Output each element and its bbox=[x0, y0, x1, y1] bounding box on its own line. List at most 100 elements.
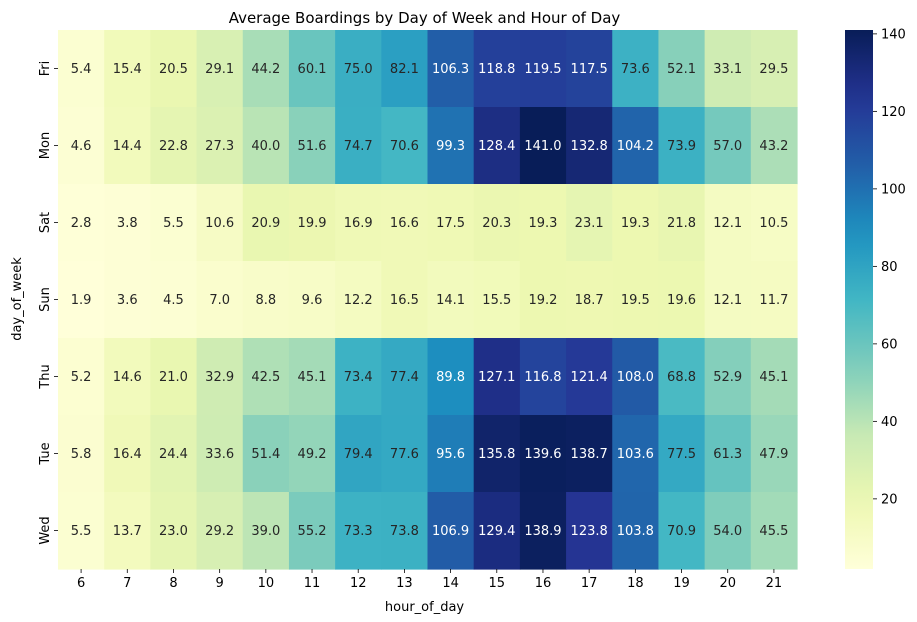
y-tick-label: Mon bbox=[38, 132, 53, 159]
cell-value-label: 89.8 bbox=[436, 370, 465, 385]
heatmap-cell bbox=[242, 492, 290, 570]
cell-value-label: 119.5 bbox=[524, 62, 561, 77]
cell-value-label: 57.0 bbox=[713, 139, 742, 154]
heatmap-cell bbox=[104, 415, 151, 493]
x-tick-label: 15 bbox=[489, 576, 506, 591]
x-tick-label: 8 bbox=[169, 576, 177, 591]
cell-value-label: 138.7 bbox=[571, 447, 608, 462]
heatmap-cell bbox=[658, 492, 706, 570]
cell-value-label: 16.6 bbox=[390, 216, 419, 231]
cell-value-label: 106.3 bbox=[432, 62, 469, 77]
heatmap-cell bbox=[658, 261, 706, 339]
heatmap-cell bbox=[473, 30, 521, 108]
heatmap-cell bbox=[612, 107, 660, 185]
heatmap-cell bbox=[58, 415, 105, 493]
x-tick-label: 13 bbox=[396, 576, 413, 591]
cell-value-labels: 5.4 15.4 20.5 29.1 44.2 60.1 75.0 82.1 106.3 118.… bbox=[71, 62, 789, 539]
cell-value-label: 75.0 bbox=[344, 62, 373, 77]
x-tick-label: 9 bbox=[216, 576, 224, 591]
cell-value-label: 139.6 bbox=[524, 447, 561, 462]
y-tick-label: Sat bbox=[38, 212, 53, 233]
cell-value-label: 4.6 bbox=[71, 139, 92, 154]
x-tick-label: 7 bbox=[123, 576, 131, 591]
x-tick-label: 14 bbox=[442, 576, 459, 591]
cell-value-label: 73.8 bbox=[390, 524, 419, 539]
cell-value-label: 55.2 bbox=[298, 524, 327, 539]
cell-value-label: 5.4 bbox=[71, 62, 92, 77]
heatmap-cell bbox=[196, 107, 244, 185]
heatmap-cell bbox=[519, 30, 567, 108]
heatmap-cell bbox=[150, 338, 198, 416]
heatmap-cell bbox=[58, 338, 105, 416]
heatmap-cell bbox=[150, 415, 198, 493]
heatmap-cells bbox=[58, 30, 798, 570]
cell-value-label: 128.4 bbox=[478, 139, 515, 154]
cell-value-label: 51.4 bbox=[251, 447, 280, 462]
heatmap-cell bbox=[58, 492, 105, 570]
x-axis-ticks: 6 7 8 9 10 11 12 13 14 15 16 17 18 19 20 21 bbox=[77, 569, 782, 591]
cell-value-label: 138.9 bbox=[524, 524, 561, 539]
heatmap-cell bbox=[288, 107, 336, 185]
heatmap-cell bbox=[704, 107, 752, 185]
cell-value-label: 42.5 bbox=[251, 370, 280, 385]
heatmap-cell bbox=[704, 338, 752, 416]
heatmap-cell bbox=[473, 107, 521, 185]
cell-value-label: 19.2 bbox=[528, 293, 557, 308]
cell-value-label: 16.9 bbox=[344, 216, 373, 231]
cell-value-label: 20.3 bbox=[482, 216, 511, 231]
heatmap-cell bbox=[566, 184, 613, 262]
cell-value-label: 106.9 bbox=[432, 524, 469, 539]
cell-value-label: 14.4 bbox=[113, 139, 142, 154]
cell-value-label: 22.8 bbox=[159, 139, 188, 154]
heatmap-cell bbox=[566, 492, 613, 570]
cell-value-label: 68.8 bbox=[667, 370, 696, 385]
heatmap-cell bbox=[612, 184, 660, 262]
cell-value-label: 95.6 bbox=[436, 447, 465, 462]
heatmap-cell bbox=[196, 184, 244, 262]
cell-value-label: 19.3 bbox=[621, 216, 650, 231]
heatmap-cell bbox=[473, 261, 521, 339]
cell-value-label: 14.6 bbox=[113, 370, 142, 385]
heatmap-cell bbox=[196, 338, 244, 416]
cell-value-label: 49.2 bbox=[298, 447, 327, 462]
cell-value-label: 29.1 bbox=[205, 62, 234, 77]
cell-value-label: 2.8 bbox=[71, 216, 92, 231]
heatmap-cell bbox=[196, 492, 244, 570]
x-tick-label: 6 bbox=[77, 576, 85, 591]
cell-value-label: 5.2 bbox=[71, 370, 92, 385]
cell-value-label: 20.5 bbox=[159, 62, 188, 77]
heatmap-cell bbox=[335, 415, 382, 493]
cell-value-label: 19.3 bbox=[528, 216, 557, 231]
cell-value-label: 27.3 bbox=[205, 139, 234, 154]
heatmap-cell bbox=[612, 415, 660, 493]
cell-value-label: 77.4 bbox=[390, 370, 419, 385]
heatmap-cell bbox=[58, 107, 105, 185]
heatmap-cell bbox=[150, 107, 198, 185]
heatmap-cell bbox=[473, 338, 521, 416]
x-tick-label: 11 bbox=[304, 576, 321, 591]
heatmap-cell bbox=[612, 492, 660, 570]
cell-value-label: 99.3 bbox=[436, 139, 465, 154]
heatmap-cell bbox=[427, 338, 475, 416]
cell-value-label: 10.5 bbox=[759, 216, 788, 231]
heatmap-cell bbox=[566, 415, 613, 493]
cell-value-label: 15.5 bbox=[482, 293, 511, 308]
heatmap-cell bbox=[658, 30, 706, 108]
heatmap-cell bbox=[104, 261, 151, 339]
heatmap-cell bbox=[704, 415, 752, 493]
heatmap-cell bbox=[750, 338, 798, 416]
cell-value-label: 70.6 bbox=[390, 139, 419, 154]
heatmap-cell bbox=[750, 184, 798, 262]
heatmap-cell bbox=[519, 415, 567, 493]
cell-value-label: 29.2 bbox=[205, 524, 234, 539]
colorbar-tick-label: 80 bbox=[881, 260, 898, 275]
heatmap-cell bbox=[58, 261, 105, 339]
cell-value-label: 74.7 bbox=[344, 139, 373, 154]
cell-value-label: 1.9 bbox=[71, 293, 92, 308]
cell-value-label: 127.1 bbox=[478, 370, 515, 385]
heatmap-cell bbox=[381, 492, 429, 570]
heatmap-cell bbox=[104, 338, 151, 416]
heatmap-cell bbox=[381, 107, 429, 185]
cell-value-label: 19.9 bbox=[298, 216, 327, 231]
